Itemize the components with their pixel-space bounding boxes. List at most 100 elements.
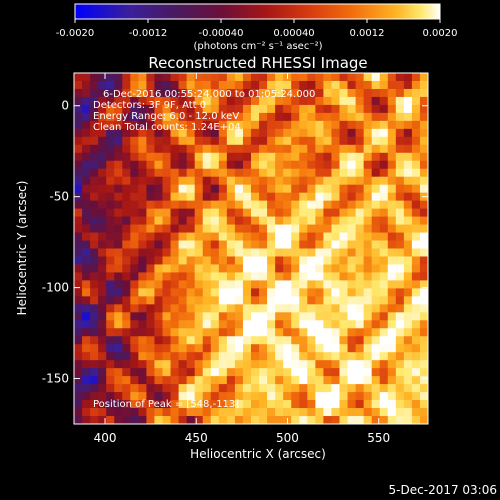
heatmap-cell xyxy=(395,344,405,353)
heatmap-cell xyxy=(178,408,188,417)
heatmap-cell xyxy=(90,320,99,329)
heatmap-cell xyxy=(259,216,268,226)
heatmap-cell xyxy=(114,368,123,377)
heatmap-cell xyxy=(194,240,204,250)
heatmap-cell xyxy=(307,112,316,122)
heatmap-cell xyxy=(234,200,244,210)
heatmap-cell xyxy=(202,152,212,162)
heatmap-cell xyxy=(218,248,228,258)
heatmap-cell xyxy=(242,280,252,289)
heatmap-cell xyxy=(154,208,164,218)
heatmap-cell xyxy=(138,73,148,82)
heatmap-cell xyxy=(98,152,107,162)
heatmap-cell xyxy=(122,200,131,210)
heatmap-cell xyxy=(90,96,99,106)
heatmap-cell xyxy=(307,120,316,130)
heatmap-cell xyxy=(98,80,107,90)
heatmap-cell xyxy=(74,200,83,210)
heatmap-cell xyxy=(210,352,220,361)
heatmap-cell xyxy=(283,152,292,162)
heatmap-cell xyxy=(403,272,413,282)
heatmap-cell xyxy=(178,152,188,162)
heatmap-cell xyxy=(194,384,204,393)
heatmap-cell xyxy=(251,144,260,154)
heatmap-cell xyxy=(395,104,405,114)
heatmap-cell xyxy=(323,144,333,154)
heatmap-cell xyxy=(307,272,316,282)
heatmap-cell xyxy=(363,368,373,377)
heatmap-cell xyxy=(355,120,365,130)
heatmap-cell xyxy=(106,408,115,417)
heatmap-cell xyxy=(130,224,139,234)
heatmap-cell xyxy=(98,360,107,369)
heatmap-cell xyxy=(251,192,260,202)
heatmap-cell xyxy=(178,112,188,122)
heatmap-cell xyxy=(194,144,204,154)
heatmap-cell xyxy=(74,344,83,353)
heatmap-cell xyxy=(323,192,333,202)
heatmap-cell xyxy=(355,96,365,106)
heatmap-cell xyxy=(178,384,188,393)
heatmap-cell xyxy=(202,96,212,106)
heatmap-cell xyxy=(251,408,260,417)
heatmap-cell xyxy=(242,384,252,393)
heatmap-cell xyxy=(74,304,83,313)
heatmap-cell xyxy=(210,376,220,385)
heatmap-cell xyxy=(226,80,236,90)
heatmap-cell xyxy=(299,224,308,234)
heatmap-cell xyxy=(170,200,180,210)
heatmap-cell xyxy=(186,208,196,218)
heatmap-cell xyxy=(299,368,308,377)
heatmap-cell xyxy=(419,304,428,313)
heatmap-cell xyxy=(283,104,292,114)
heatmap-cell xyxy=(283,384,292,393)
heatmap-cell xyxy=(283,248,292,258)
heatmap-cell xyxy=(194,192,204,202)
heatmap-cell xyxy=(170,240,180,250)
heatmap-cell xyxy=(74,288,83,297)
heatmap-cell xyxy=(98,192,107,202)
heatmap-cell xyxy=(315,416,325,424)
heatmap-cell xyxy=(323,73,333,82)
heatmap-cell xyxy=(106,328,115,337)
heatmap-cell xyxy=(403,360,413,369)
heatmap-cell xyxy=(194,73,204,82)
heatmap-cell xyxy=(291,288,300,297)
heatmap-cell xyxy=(347,416,357,424)
heatmap-cell xyxy=(226,256,236,266)
heatmap-cell xyxy=(339,208,349,218)
heatmap-cell xyxy=(283,144,292,154)
heatmap-cell xyxy=(419,152,428,162)
heatmap-cell xyxy=(146,152,156,162)
heatmap-cell xyxy=(234,296,244,305)
heatmap-cell xyxy=(283,304,292,313)
heatmap-cell xyxy=(259,200,268,210)
heatmap-cell xyxy=(395,192,405,202)
heatmap-cell xyxy=(210,176,220,186)
heatmap-cell xyxy=(291,224,300,234)
heatmap-cell xyxy=(170,216,180,226)
heatmap-cell xyxy=(186,152,196,162)
heatmap-cell xyxy=(234,392,244,401)
heatmap-cell xyxy=(331,416,341,424)
heatmap-cell xyxy=(259,176,268,186)
heatmap-cell xyxy=(90,200,99,210)
heatmap-cell xyxy=(323,272,333,282)
heatmap-cell xyxy=(347,200,357,210)
heatmap-cell xyxy=(106,112,115,122)
heatmap-cell xyxy=(403,288,413,297)
heatmap-cell xyxy=(202,384,212,393)
heatmap-cell xyxy=(234,336,244,345)
heatmap-cell xyxy=(395,400,405,409)
heatmap-cell xyxy=(218,192,228,202)
heatmap-cell xyxy=(82,144,91,154)
heatmap-cell xyxy=(242,360,252,369)
heatmap-cell xyxy=(82,344,91,353)
heatmap-cell xyxy=(74,392,83,401)
heatmap-cell xyxy=(379,160,389,170)
heatmap-cell xyxy=(186,160,196,170)
heatmap-cell xyxy=(90,208,99,218)
heatmap-cell xyxy=(267,232,276,242)
heatmap-cell xyxy=(186,400,196,409)
heatmap-cell xyxy=(299,120,308,130)
